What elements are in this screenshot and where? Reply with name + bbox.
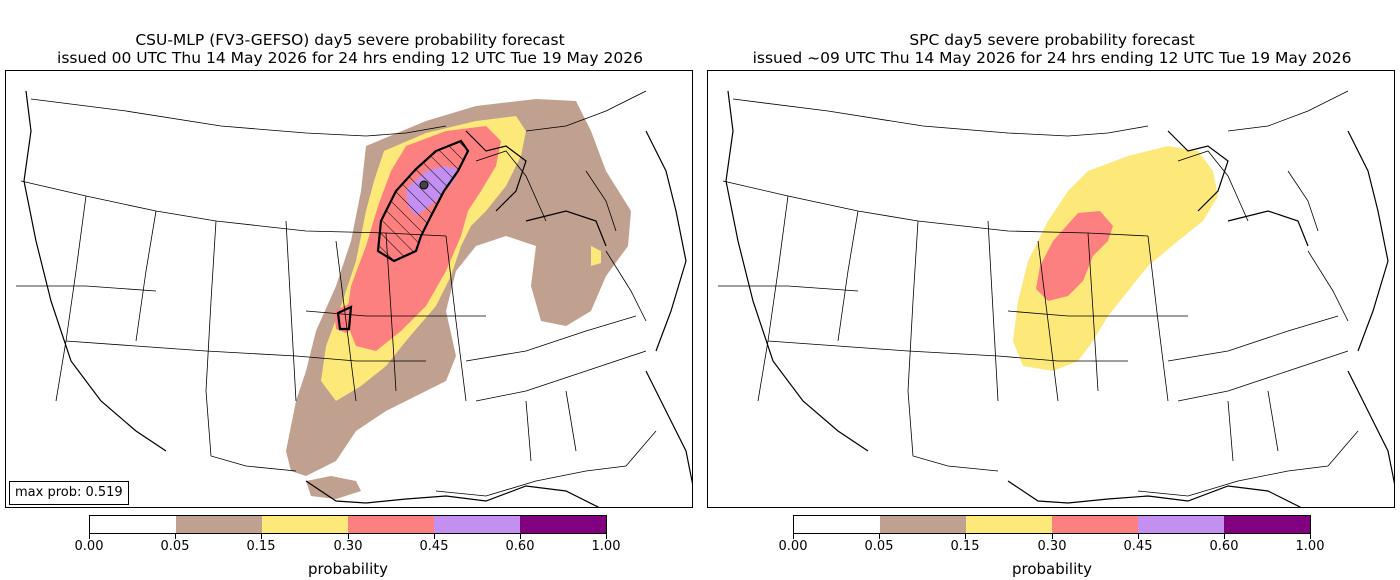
tick-label: 0.05 bbox=[160, 539, 190, 554]
colorbar-label: probability bbox=[1011, 560, 1093, 578]
tick-label: 0.45 bbox=[419, 539, 449, 554]
tick-mark bbox=[434, 534, 435, 539]
colorbar-segment-3 bbox=[348, 516, 434, 533]
tick-mark bbox=[879, 534, 880, 539]
tick-mark bbox=[793, 534, 794, 539]
tick-mark bbox=[965, 534, 966, 539]
tick-label: 0.60 bbox=[1209, 539, 1239, 554]
tick-label: 0.00 bbox=[778, 539, 808, 554]
tick-mark bbox=[89, 534, 90, 539]
sig-contour-sw bbox=[336, 305, 353, 331]
tick-mark bbox=[1310, 534, 1311, 539]
prob-005-area-south bbox=[306, 476, 361, 499]
colorbar-segment-2 bbox=[262, 516, 348, 533]
tick-mark bbox=[261, 534, 262, 539]
colorbar-segment-0 bbox=[90, 516, 176, 533]
colorbar-segment-4 bbox=[1138, 516, 1224, 533]
map-frame bbox=[707, 70, 1395, 508]
coastline bbox=[23, 90, 692, 507]
csu-mlp-panel: CSU-MLP (FV3-GEFSO) day5 severe probabil… bbox=[0, 31, 700, 578]
colorbar-segment-3 bbox=[1052, 516, 1138, 533]
colorbar-label: probability bbox=[307, 560, 389, 578]
tick-label: 0.00 bbox=[74, 539, 104, 554]
colorbar bbox=[89, 515, 607, 534]
max-prob-box: max prob: 0.519 bbox=[9, 481, 129, 505]
colorbar-segment-2 bbox=[966, 516, 1052, 533]
tick-label: 0.15 bbox=[950, 539, 980, 554]
tick-mark bbox=[175, 534, 176, 539]
basemap-lines bbox=[718, 90, 1359, 497]
sig-hatch-area bbox=[376, 139, 470, 263]
tick-mark bbox=[606, 534, 607, 539]
colorbar bbox=[793, 515, 1311, 534]
colorbar-segment-1 bbox=[880, 516, 966, 533]
title-line-1: SPC day5 severe probability forecast bbox=[909, 31, 1195, 49]
colorbar-segment-4 bbox=[434, 516, 520, 533]
coastline bbox=[725, 90, 1394, 507]
tick-mark bbox=[1052, 534, 1053, 539]
spc-panel: SPC day5 severe probability forecast iss… bbox=[702, 0, 1400, 580]
colorbar-segment-5 bbox=[1224, 516, 1310, 533]
tick-mark bbox=[1138, 534, 1139, 539]
tick-label: 1.00 bbox=[1295, 539, 1325, 554]
colorbar-ticks: 0.00 0.05 0.15 0.30 0.45 0.60 1.00 bbox=[75, 534, 620, 564]
forecast-map bbox=[718, 90, 1394, 507]
title-line-2: issued ~09 UTC Thu 14 May 2026 for 24 hr… bbox=[752, 49, 1352, 67]
tick-label: 1.00 bbox=[591, 539, 621, 554]
tick-label: 0.45 bbox=[1123, 539, 1153, 554]
tick-label: 0.15 bbox=[246, 539, 276, 554]
panel-title: SPC day5 severe probability forecast iss… bbox=[702, 31, 1400, 67]
tick-label: 0.30 bbox=[1037, 539, 1067, 554]
tick-mark bbox=[348, 534, 349, 539]
tick-mark bbox=[1224, 534, 1225, 539]
title-line-2: issued 00 UTC Thu 14 May 2026 for 24 hrs… bbox=[57, 49, 643, 67]
tick-mark bbox=[520, 534, 521, 539]
basemap-lines bbox=[16, 90, 657, 497]
tick-label: 0.30 bbox=[333, 539, 363, 554]
prob-030-area bbox=[346, 126, 501, 351]
colorbar-segment-1 bbox=[176, 516, 262, 533]
tick-label: 0.05 bbox=[864, 539, 894, 554]
title-line-1: CSU-MLP (FV3-GEFSO) day5 severe probabil… bbox=[135, 31, 565, 49]
colorbar-segment-0 bbox=[794, 516, 880, 533]
colorbar-ticks: 0.00 0.05 0.15 0.30 0.45 0.60 1.00 bbox=[779, 534, 1324, 564]
map-frame: max prob: 0.519 bbox=[5, 70, 693, 508]
forecast-map bbox=[16, 90, 692, 507]
tick-label: 0.60 bbox=[505, 539, 535, 554]
panel-title: CSU-MLP (FV3-GEFSO) day5 severe probabil… bbox=[0, 31, 700, 67]
prob-015-area bbox=[1013, 146, 1218, 371]
colorbar-segment-5 bbox=[520, 516, 606, 533]
max-prob-marker bbox=[419, 180, 429, 190]
prob-015-area-east bbox=[591, 246, 601, 266]
